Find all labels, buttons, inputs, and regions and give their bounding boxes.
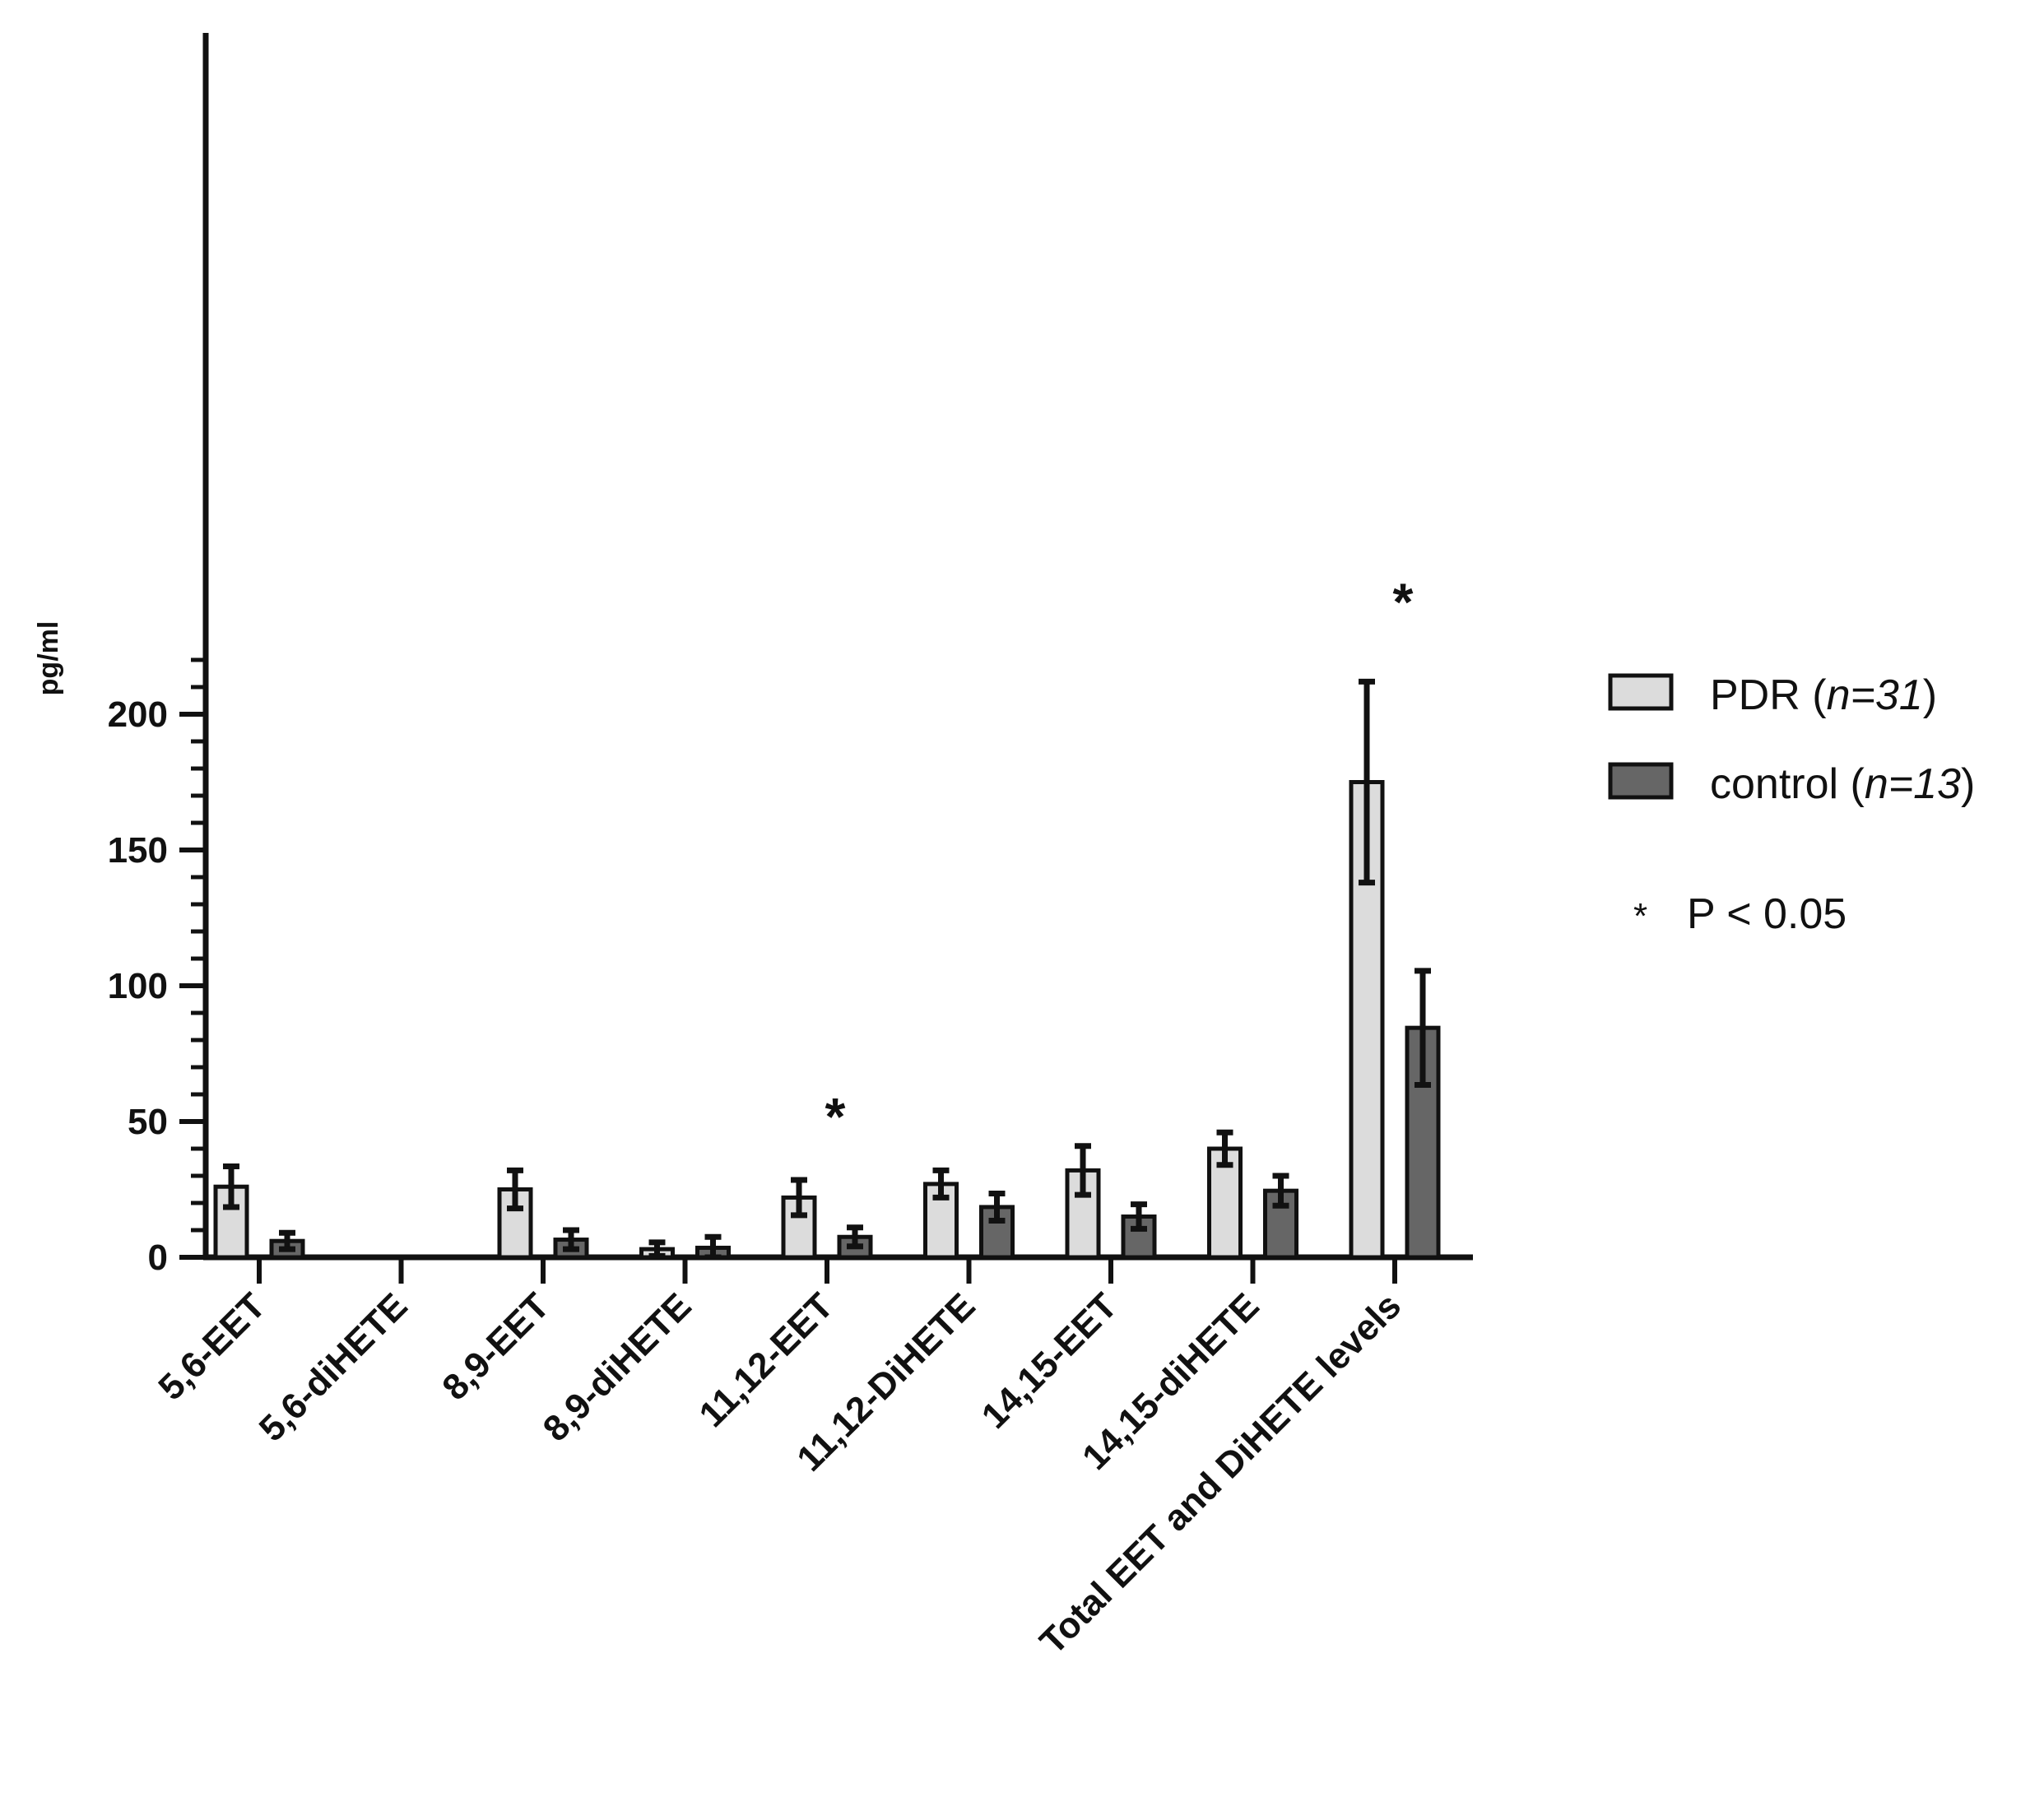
- legend-n-pdr: n=31: [1827, 671, 1923, 719]
- legend-swatch-pdr: [1608, 673, 1674, 711]
- significance-asterisk: *: [1393, 572, 1414, 631]
- category-label: 14,15-EET: [974, 1285, 1125, 1436]
- y-tick-label: 0: [148, 1238, 168, 1278]
- legend: PDR (n=31) control (n=13) * P < 0.05: [1608, 671, 1975, 938]
- category-label: 5,6-diHETE: [252, 1285, 416, 1449]
- legend-close-control: ): [1961, 760, 1975, 808]
- y-tick-label: 150: [108, 830, 168, 871]
- category-label: 11,12-EET: [691, 1285, 841, 1435]
- y-axis-title: pg/ml: [33, 621, 64, 696]
- category-label: 5,6-EET: [151, 1285, 273, 1408]
- significance-asterisk: *: [825, 1087, 846, 1146]
- bar-control: [411, 1255, 447, 1260]
- svg-text:PDR (n=31): PDR (n=31): [1710, 671, 1937, 719]
- significance-markers: **: [825, 572, 1414, 1146]
- bar-pdr: [355, 1254, 391, 1260]
- legend-n-control: n=13: [1865, 760, 1961, 808]
- legend-close-pdr: ): [1923, 671, 1937, 719]
- legend-item-control: control (n=13): [1608, 760, 1975, 808]
- bar-control: [1121, 1214, 1157, 1260]
- legend-label-control: control (: [1710, 760, 1865, 808]
- legend-swatch-control: [1608, 762, 1674, 800]
- legend-significance-text: P < 0.05: [1687, 890, 1847, 938]
- category-label: 8,9-diHETE: [536, 1285, 699, 1449]
- axes: 0 50 100 150 200: [108, 33, 1473, 1284]
- y-tick-label: 200: [108, 694, 168, 735]
- legend-item-pdr: PDR (n=31): [1608, 671, 1937, 719]
- y-tick-label: 50: [128, 1102, 168, 1142]
- legend-significance-marker: *: [1633, 896, 1647, 936]
- bars: [213, 678, 1441, 1261]
- category-label: 8,9-EET: [434, 1285, 557, 1408]
- svg-text:control (n=13): control (n=13): [1710, 760, 1975, 808]
- legend-label-pdr: PDR (: [1710, 671, 1827, 719]
- y-tick-label: 100: [108, 966, 168, 1006]
